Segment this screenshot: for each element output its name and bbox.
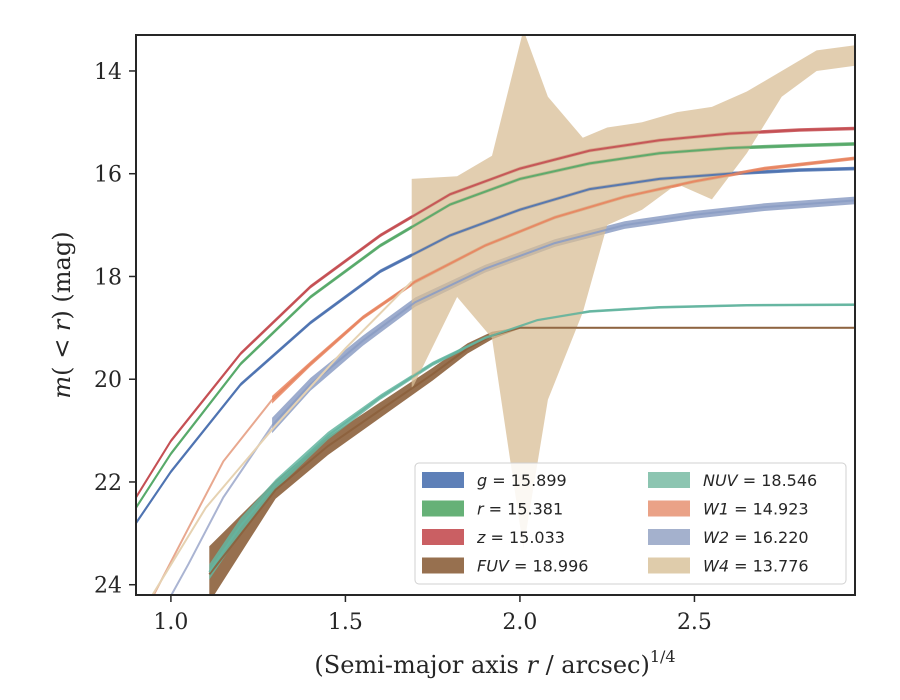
legend-swatch	[648, 472, 690, 488]
legend-label: g = 15.899	[477, 471, 567, 490]
legend-swatch	[422, 529, 464, 545]
legend-label: r = 15.381	[477, 500, 563, 519]
x-tick-label: 1.0	[153, 610, 188, 635]
x-tick-label: 2.5	[677, 610, 712, 635]
legend: g = 15.899 r = 15.381 z = 15.033 FUV = 18.9…	[414, 462, 847, 585]
legend-label: W1 = 14.923	[703, 500, 809, 519]
legend-swatch	[648, 500, 690, 517]
legend-swatch	[422, 557, 464, 574]
y-axis-label: m( < r) (mag)	[48, 231, 76, 398]
x-tick-label: 2.0	[502, 610, 537, 635]
x-axis-label: (Semi-major axis r / arcsec)1/4	[314, 647, 675, 679]
y-axis-ticks: 14 16 18 20 22 24	[94, 60, 136, 599]
tail-w4	[151, 280, 413, 595]
legend-label: W2 = 16.220	[703, 528, 809, 547]
line-w2	[271, 199, 855, 427]
legend-items: g = 15.899 r = 15.381 z = 15.033 FUV = 18.9…	[422, 471, 817, 576]
line-w1	[271, 157, 855, 401]
legend-swatch	[422, 472, 464, 488]
y-tick-label: 22	[94, 471, 122, 496]
legend-box	[414, 462, 847, 585]
legend-swatch	[648, 557, 690, 574]
tail-w2	[170, 424, 273, 595]
line-z	[136, 127, 855, 498]
y-tick-label: 18	[94, 265, 122, 290]
x-tick-label: 1.5	[328, 610, 363, 635]
legend-label: FUV = 18.996	[477, 557, 588, 576]
legend-label: W4 = 13.776	[703, 557, 809, 576]
y-tick-label: 16	[94, 163, 122, 188]
y-tick-label: 20	[94, 368, 122, 393]
line-r	[136, 142, 855, 509]
y-tick-label: 14	[94, 60, 122, 85]
band-w4	[411, 35, 855, 549]
y-tick-label: 24	[94, 574, 122, 599]
legend-label: NUV = 18.546	[703, 471, 817, 490]
line-nuv	[208, 303, 855, 573]
plot-frame	[135, 34, 856, 596]
series-lines	[136, 127, 855, 595]
x-axis-ticks: 1.0 1.5 2.0 2.5	[153, 595, 712, 635]
legend-label: z = 15.033	[476, 528, 565, 547]
line-fuv	[208, 326, 855, 576]
legend-swatch	[648, 529, 690, 545]
legend-swatch	[422, 500, 464, 517]
